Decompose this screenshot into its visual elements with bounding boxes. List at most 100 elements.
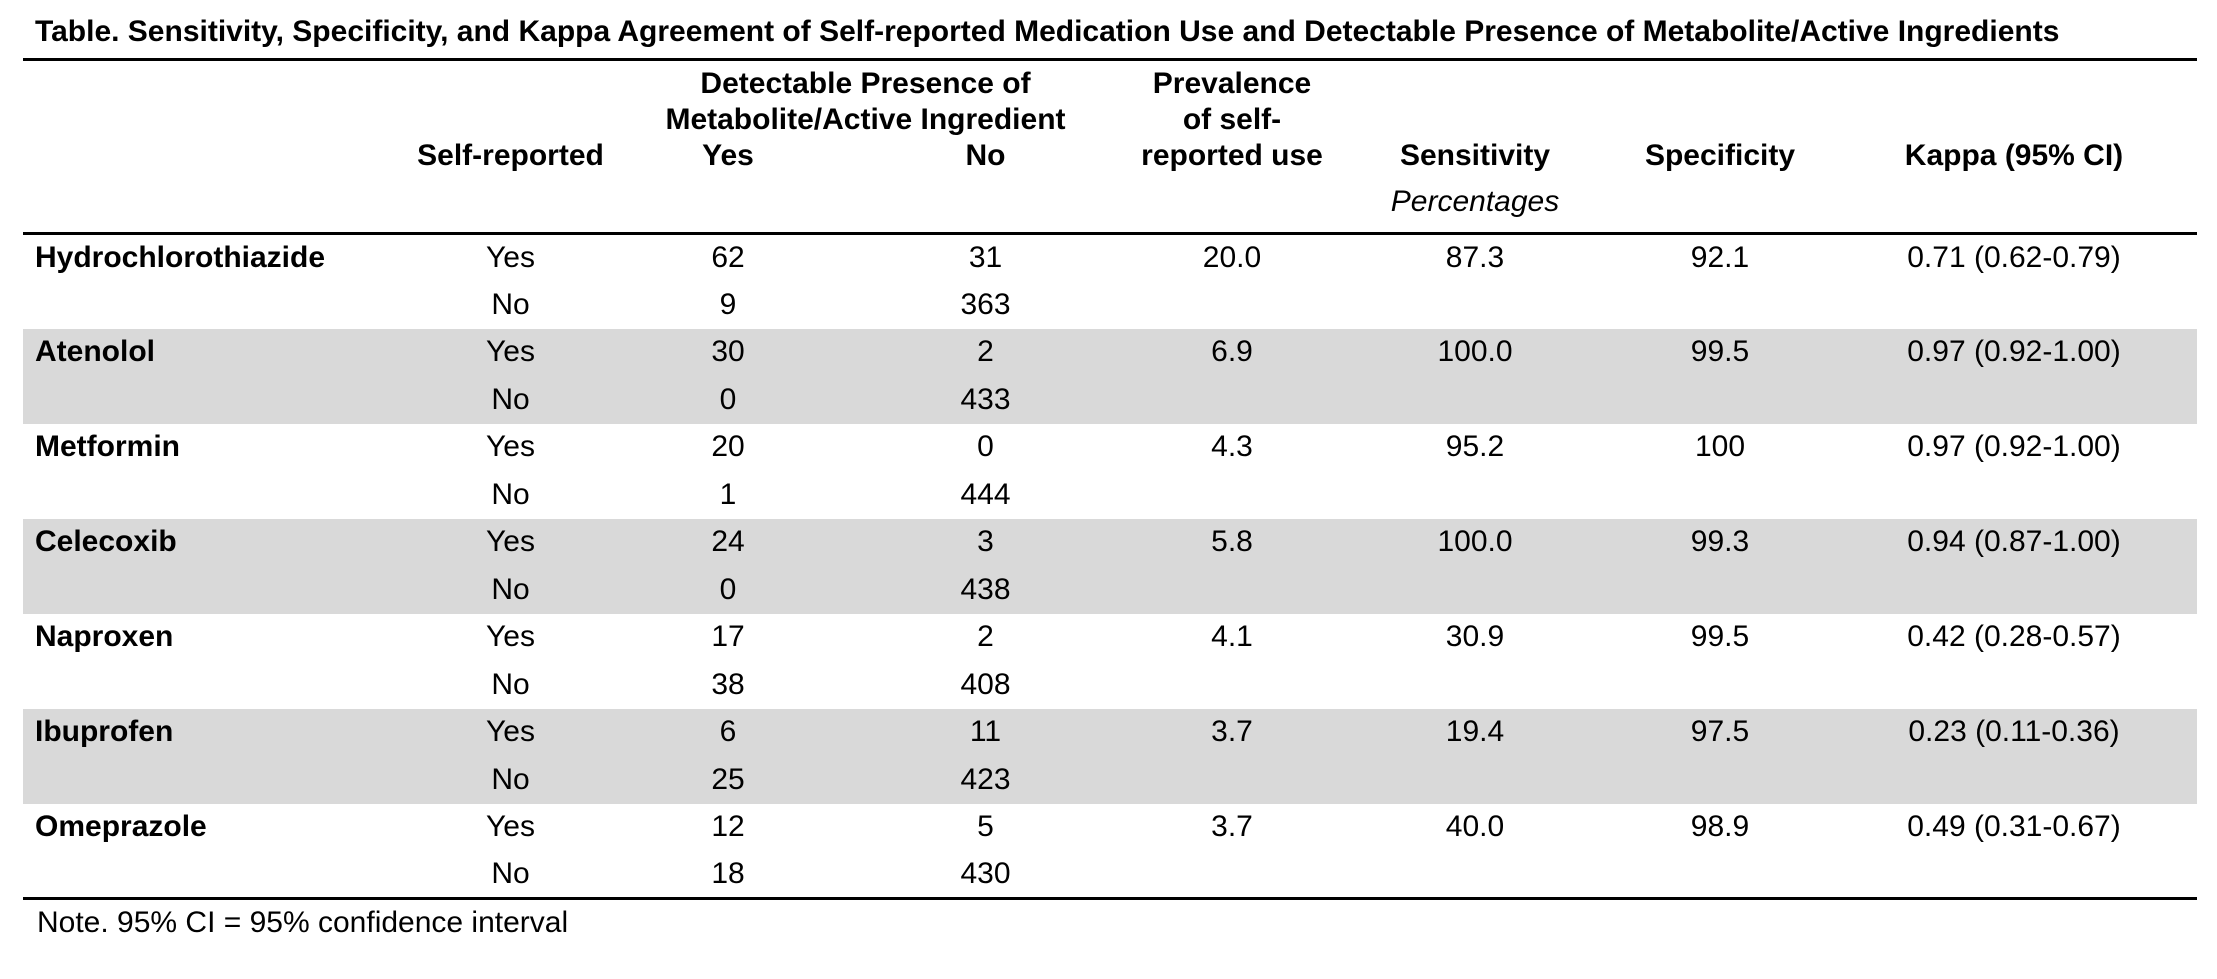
cell-specificity: 97.5	[1690, 715, 1750, 749]
cell-kappa: 0.23 (0.11-0.36)	[1908, 715, 2120, 749]
table-row: Naproxen Yes 17 2 4.1 30.9 99.5 0.42 (0.…	[23, 614, 2197, 662]
cell-sensitivity: 95.2	[1445, 430, 1505, 464]
header-specificity: Specificity	[1644, 138, 1796, 172]
self-reported-label: Yes	[486, 335, 535, 369]
self-reported-label: Yes	[486, 810, 535, 844]
table-row: Omeprazole Yes 12 5 3.7 40.0 98.9 0.49 (…	[23, 804, 2197, 852]
header-detect-yes: Yes	[702, 138, 754, 172]
percentages-label: Percentages	[1341, 179, 1609, 235]
medication-name-blank	[23, 376, 413, 424]
cell-prevalence: 3.7	[1211, 715, 1253, 749]
self-reported-label: No	[491, 762, 530, 796]
cell-detect-no: 11	[969, 715, 1002, 749]
medication-name: Naproxen	[35, 620, 174, 654]
header-prevalence: Prevalence of self- reported use	[1123, 60, 1341, 180]
table-row: No 1 444	[23, 471, 2197, 519]
table-row: No 0 433	[23, 376, 2197, 424]
cell-detect-no: 433	[960, 382, 1011, 416]
medication-name: Metformin	[35, 430, 180, 464]
medication-name: Hydrochlorothiazide	[35, 241, 326, 274]
table-row: Ibuprofen Yes 6 11 3.7 19.4 97.5 0.23 (0…	[23, 709, 2197, 757]
self-reported-label: No	[491, 477, 530, 511]
table-row: Metformin Yes 20 0 4.3 95.2 100 0.97 (0.…	[23, 424, 2197, 472]
medication-block-celecoxib: Celecoxib Yes 24 3 5.8 100.0 99.3 0.94 (…	[23, 518, 2197, 614]
header-detectable-presence-line1: Detectable Presence of	[700, 66, 1031, 100]
cell-prevalence: 5.8	[1211, 525, 1253, 559]
cell-sensitivity: 100.0	[1437, 335, 1513, 369]
medication-name-blank	[23, 281, 413, 329]
table-row: No 25 423	[23, 756, 2197, 804]
self-reported-label: No	[491, 382, 530, 416]
medication-block-ibuprofen: Ibuprofen Yes 6 11 3.7 19.4 97.5 0.23 (0…	[23, 708, 2197, 804]
self-reported-label: No	[491, 287, 530, 321]
cell-detect-yes: 25	[711, 762, 745, 796]
header-detect-no: No	[965, 138, 1006, 172]
cell-specificity: 100	[1694, 430, 1746, 464]
cell-detect-yes: 9	[719, 287, 737, 321]
percentages-row: Percentages	[23, 179, 2197, 235]
cell-detect-yes: 12	[711, 810, 745, 844]
header-detectable-presence-line2: Metabolite/Active Ingredient	[665, 102, 1066, 136]
self-reported-label: No	[491, 572, 530, 606]
self-reported-label: Yes	[486, 715, 535, 749]
cell-detect-no: 2	[977, 335, 994, 369]
self-reported-label: Yes	[486, 430, 535, 464]
cell-detect-yes: 18	[711, 857, 745, 890]
cell-specificity: 92.1	[1690, 241, 1750, 274]
medication-name-blank	[23, 471, 413, 519]
self-reported-label: Yes	[486, 620, 535, 654]
cell-detect-no: 5	[977, 810, 994, 844]
cell-specificity: 98.9	[1690, 810, 1750, 844]
self-reported-label: Yes	[486, 241, 535, 274]
table-row: No 9 363	[23, 281, 2197, 329]
self-reported-label: No	[491, 667, 530, 701]
cell-sensitivity: 30.9	[1445, 620, 1505, 654]
cell-kappa: 0.97 (0.92-1.00)	[1907, 335, 2121, 369]
cell-sensitivity: 40.0	[1445, 810, 1505, 844]
medication-name-blank	[23, 661, 413, 709]
cell-kappa: 0.71 (0.62-0.79)	[1907, 241, 2121, 274]
cell-detect-no: 363	[960, 287, 1011, 321]
cell-detect-no: 423	[960, 762, 1011, 796]
medication-block-hydrochlorothiazide: Hydrochlorothiazide Yes 62 31 20.0 87.3 …	[23, 234, 2197, 329]
cell-prevalence: 4.3	[1211, 430, 1253, 464]
table-row: Celecoxib Yes 24 3 5.8 100.0 99.3 0.94 (…	[23, 519, 2197, 567]
cell-detect-yes: 30	[711, 335, 745, 369]
cell-detect-no: 0	[977, 430, 994, 464]
table-header: Self-reported Detectable Presence of Met…	[23, 60, 2197, 235]
header-prevalence-line3: reported use	[1141, 138, 1323, 172]
cell-detect-yes: 1	[719, 477, 737, 511]
header-kappa: Kappa (95% CI)	[1904, 138, 2124, 172]
medication-name-blank	[23, 566, 413, 614]
header-prevalence-line1: Prevalence	[1152, 66, 1312, 100]
cell-detect-yes: 6	[719, 715, 737, 749]
medication-name-blank	[23, 851, 413, 899]
medication-name: Celecoxib	[35, 525, 177, 559]
self-reported-label: No	[491, 857, 530, 890]
cell-prevalence: 20.0	[1202, 241, 1262, 274]
cell-prevalence: 4.1	[1211, 620, 1253, 654]
medication-block-omeprazole: Omeprazole Yes 12 5 3.7 40.0 98.9 0.49 (…	[23, 804, 2197, 899]
percentages-blank-right	[1609, 179, 2197, 235]
table-row: Hydrochlorothiazide Yes 62 31 20.0 87.3 …	[23, 234, 2197, 282]
cell-detect-no: 2	[977, 620, 994, 654]
cell-detect-yes: 20	[711, 430, 745, 464]
header-self-reported: Self-reported	[417, 138, 604, 172]
table-row: Atenolol Yes 30 2 6.9 100.0 99.5 0.97 (0…	[23, 329, 2197, 377]
cell-detect-yes: 0	[719, 572, 737, 606]
cell-detect-yes: 62	[711, 241, 745, 274]
cell-sensitivity: 19.4	[1445, 715, 1505, 749]
table-row: No 0 438	[23, 566, 2197, 614]
cell-detect-yes: 38	[711, 667, 745, 701]
cell-detect-yes: 24	[711, 525, 745, 559]
cell-sensitivity: 87.3	[1445, 241, 1505, 274]
header-prevalence-line2: of self-	[1182, 102, 1282, 136]
table-row: No 38 408	[23, 661, 2197, 709]
cell-specificity: 99.5	[1690, 620, 1750, 654]
table-row: No 18 430	[23, 851, 2197, 899]
cell-detect-yes: 17	[711, 620, 745, 654]
cell-prevalence: 6.9	[1211, 335, 1253, 369]
medication-block-naproxen: Naproxen Yes 17 2 4.1 30.9 99.5 0.42 (0.…	[23, 614, 2197, 709]
percentages-blank-left	[23, 179, 1341, 235]
cell-detect-no: 408	[960, 667, 1011, 701]
